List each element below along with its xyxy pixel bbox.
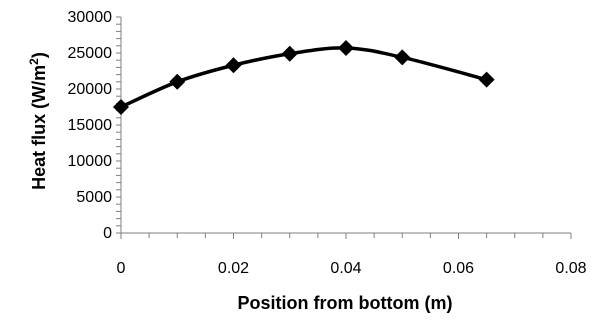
data-point-diamond xyxy=(281,45,298,62)
y-tick-label: 0 xyxy=(103,225,112,242)
x-axis-title: Position from bottom (m) xyxy=(238,293,453,313)
y-tick-label: 5000 xyxy=(76,189,112,206)
x-tick-label: 0.02 xyxy=(218,260,249,277)
x-tick-label: 0.08 xyxy=(555,260,586,277)
y-tick-label: 30000 xyxy=(68,9,113,26)
markers-layer xyxy=(113,39,495,115)
y-tick-label: 25000 xyxy=(68,45,113,62)
data-point-diamond xyxy=(113,99,129,115)
y-tick-label: 20000 xyxy=(68,81,113,98)
data-point-diamond xyxy=(394,49,411,66)
x-tick-label: 0.04 xyxy=(330,260,361,277)
y-axis-title-suffix: ) xyxy=(29,52,49,58)
y-tick-label: 10000 xyxy=(68,153,113,170)
x-tick-label: 0.06 xyxy=(443,260,474,277)
data-point-diamond xyxy=(169,73,186,90)
data-point-diamond xyxy=(338,39,354,56)
y-axis-title-text: Heat flux (W/m xyxy=(29,65,49,190)
tick-labels: 0 5000 10000 15000 20000 25000 30000 0 0.02 0.04 0… xyxy=(68,9,587,277)
data-point-diamond xyxy=(478,71,495,88)
data-point-diamond xyxy=(225,57,242,74)
y-axis-title-superscript: 2 xyxy=(27,58,41,65)
x-tick-label: 0 xyxy=(117,260,126,277)
tick-marks xyxy=(116,16,572,239)
y-axis-title: Heat flux (W/m2) xyxy=(27,52,49,190)
y-tick-label: 15000 xyxy=(68,117,113,134)
